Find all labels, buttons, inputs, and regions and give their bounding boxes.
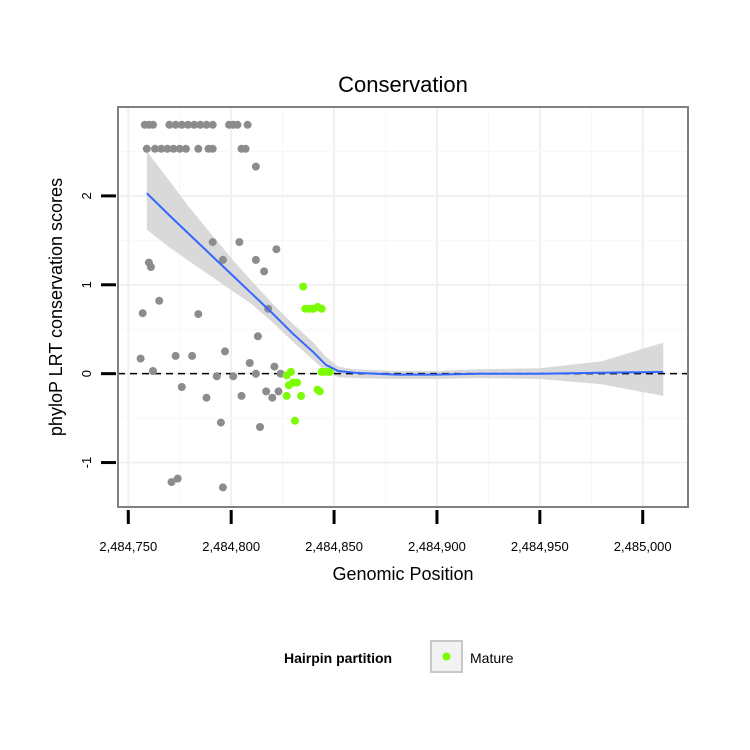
x-axis: 2,484,750 2,484,800 2,484,850 2,484,900 2,48…: [99, 510, 672, 554]
x-tick-label: 2,484,750: [99, 539, 157, 554]
data-point-other: [251, 162, 260, 171]
data-point-other: [171, 351, 180, 360]
data-point-other: [274, 387, 283, 396]
data-point-other: [155, 296, 164, 305]
data-point-other: [212, 372, 221, 381]
y-tick-label: 2: [79, 192, 94, 199]
data-point-other: [243, 120, 252, 129]
plot-panel: [118, 107, 688, 507]
data-point-other: [163, 144, 172, 153]
data-point-other: [151, 144, 159, 153]
data-point-other: [229, 372, 238, 381]
data-point-other: [245, 359, 254, 367]
data-point-other: [262, 387, 271, 396]
data-point-mature: [299, 282, 308, 291]
plot-border: [117, 106, 689, 508]
data-point-other: [181, 144, 190, 153]
data-point-other: [142, 144, 151, 153]
data-point-other: [171, 120, 180, 129]
chart-title: Conservation: [338, 72, 468, 97]
data-point-other: [202, 120, 211, 129]
data-point-other: [194, 144, 203, 153]
legend-key-mature: [442, 652, 451, 661]
data-point-other: [188, 351, 197, 360]
x-tick-label: 2,484,850: [305, 539, 363, 554]
data-point-other: [167, 478, 176, 487]
x-tick-label: 2,484,900: [408, 539, 466, 554]
data-point-other: [221, 347, 229, 356]
data-point-other: [157, 144, 166, 153]
data-point-other: [165, 120, 174, 129]
data-point-mature: [317, 304, 326, 313]
legend-label-mature: Mature: [470, 650, 514, 666]
data-point-other: [216, 418, 225, 427]
data-point-other: [177, 120, 186, 129]
legend: Hairpin partition Mature: [284, 640, 514, 673]
data-point-other: [177, 383, 186, 391]
data-point-other: [276, 369, 285, 378]
x-tick-label: 2,484,950: [511, 539, 569, 554]
data-point-other: [184, 120, 192, 129]
data-point-mature: [325, 367, 334, 376]
x-axis-title: Genomic Position: [332, 564, 473, 584]
data-point-mature: [293, 378, 301, 387]
data-point-other: [256, 423, 264, 431]
data-point-other: [253, 332, 262, 341]
data-point-other: [241, 144, 250, 153]
data-point-mature: [286, 367, 295, 376]
data-point-other: [146, 263, 155, 271]
data-point-other: [149, 120, 157, 129]
smooth-curve: [146, 192, 664, 376]
x-tick-label: 2,485,000: [614, 539, 672, 554]
data-point-other: [218, 255, 227, 264]
data-point-mature: [291, 416, 299, 425]
data-point-other: [218, 483, 227, 492]
x-tick-label: 2,484,800: [202, 539, 260, 554]
data-point-other: [270, 362, 279, 371]
data-point-other: [268, 393, 277, 402]
data-point-mature: [297, 391, 306, 400]
data-point-other: [208, 120, 217, 129]
data-point-other: [136, 354, 145, 363]
data-point-other: [237, 391, 246, 400]
data-point-other: [233, 120, 242, 129]
data-point-other: [149, 367, 157, 375]
confidence-band: [146, 151, 664, 396]
data-point-other: [196, 120, 205, 129]
data-point-other: [194, 310, 203, 319]
y-axis: -1 0 1 2: [79, 192, 116, 468]
data-point-other: [251, 255, 260, 264]
data-point-other: [173, 474, 182, 483]
data-point-mature: [315, 387, 324, 396]
smooth-line: [146, 192, 664, 376]
y-axis-title: phyloP LRT conservation scores: [46, 178, 66, 436]
legend-title: Hairpin partition: [284, 650, 392, 666]
data-point-other: [235, 238, 244, 247]
data-point-mature: [284, 381, 293, 390]
y-tick-label: 1: [79, 281, 94, 288]
data-point-other: [208, 144, 217, 153]
data-point-other: [175, 144, 184, 153]
data-point-other: [272, 245, 281, 254]
data-point-other: [169, 144, 178, 153]
data-point-other: [138, 309, 147, 318]
scatter-points: [136, 120, 334, 492]
y-tick-label: 0: [79, 370, 94, 377]
data-point-other: [260, 267, 269, 276]
data-point-other: [202, 393, 211, 402]
data-point-other: [190, 120, 199, 129]
y-tick-label: -1: [79, 457, 94, 469]
data-point-other: [251, 369, 260, 378]
confidence-ribbon: [146, 151, 664, 396]
data-point-mature: [282, 391, 291, 400]
data-point-other: [208, 238, 217, 247]
